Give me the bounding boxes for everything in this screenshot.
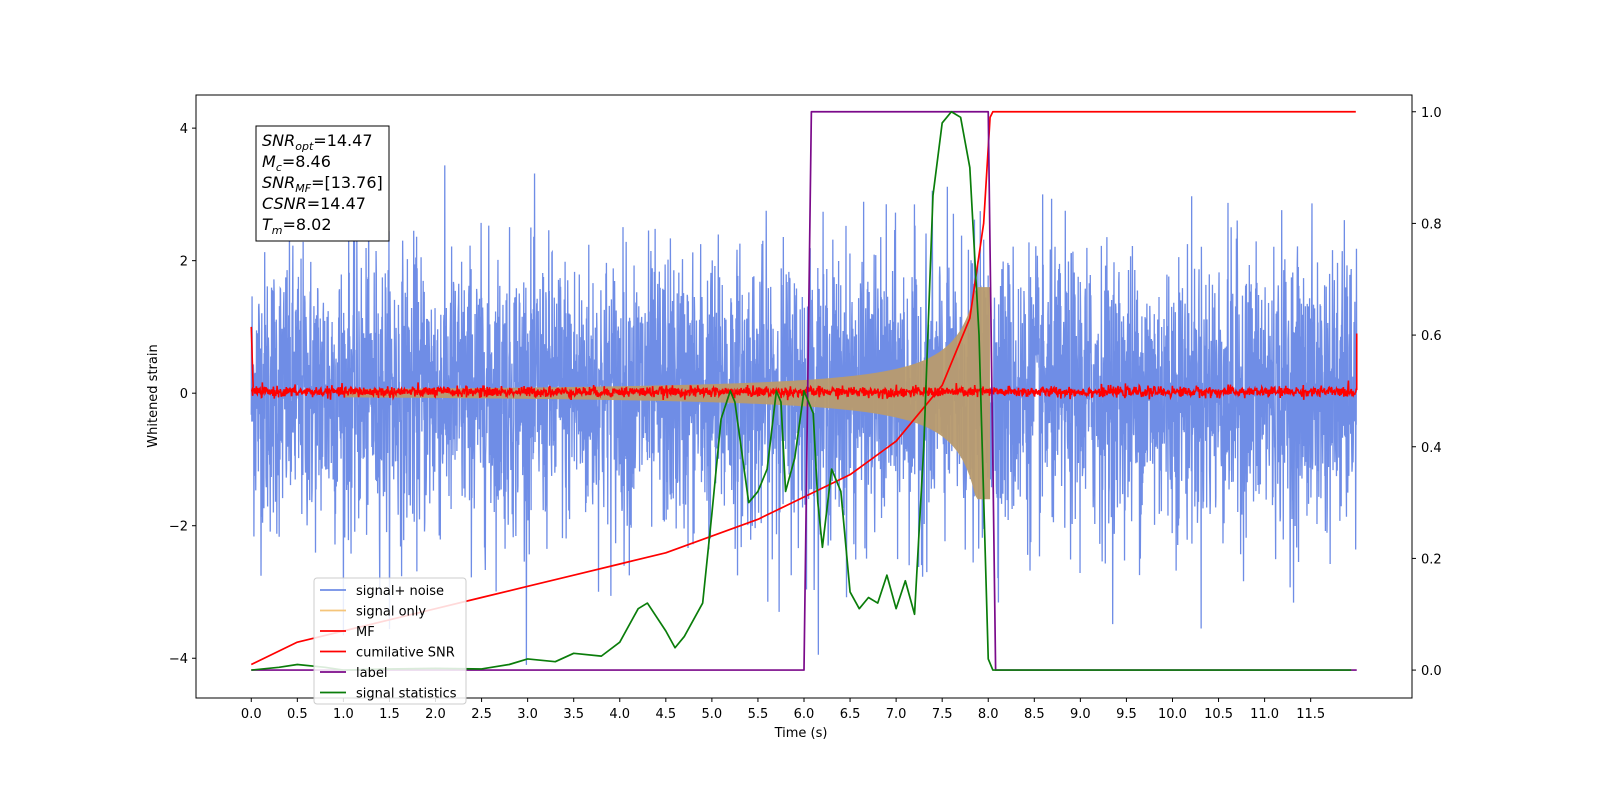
annotation-line: Tm=8.02	[262, 215, 332, 237]
y-axis-left: 4 2 0 −2 −4	[169, 122, 196, 667]
y-axis-label: Whitened strain	[146, 344, 161, 447]
x-tick-label: 10.0	[1158, 707, 1187, 722]
x-axis-label: Time (s)	[774, 726, 828, 741]
annotation-box: SNRopt=14.47Mc=8.46SNRMF=[13.76]CSNR=14.…	[255, 125, 390, 242]
legend-label: signal+ noise	[356, 584, 444, 599]
x-tick-label: 6.0	[794, 707, 815, 722]
x-tick-label: 9.5	[1116, 707, 1137, 722]
x-tick-label: 3.0	[517, 707, 538, 722]
y2-tick-label: 0.4	[1421, 441, 1442, 456]
annotation-line: SNRMF=[13.76]	[262, 173, 383, 195]
legend-frame	[313, 577, 467, 705]
x-tick-label: 0.0	[241, 707, 262, 722]
x-tick-label: 5.0	[702, 707, 723, 722]
annotation-line: CSNR=14.47	[262, 194, 366, 213]
y-axis-right: 1.0 0.8 0.6 0.4 0.2 0.0	[1412, 106, 1442, 679]
x-tick-label: 5.5	[748, 707, 769, 722]
x-axis: 0.0 0.5 1.0 1.5 2.0 2.5 3.0 3.5 4.0 4.5 5.0 5.5 6.0 6…	[241, 698, 1325, 722]
annotation-frame	[255, 125, 390, 242]
legend-label: cumilative SNR	[356, 646, 455, 661]
x-tick-label: 8.5	[1024, 707, 1045, 722]
x-tick-label: 1.0	[333, 707, 354, 722]
x-tick-label: 0.5	[287, 707, 308, 722]
legend-label: signal statistics	[356, 687, 457, 702]
x-tick-label: 2.0	[425, 707, 446, 722]
legend: signal+ noise signal only MF cumilative SNR…	[313, 577, 467, 705]
x-tick-label: 4.5	[655, 707, 676, 722]
signal-statistics-line	[251, 110, 1352, 671]
x-tick-label: 11.5	[1296, 707, 1325, 722]
y-tick-label: −2	[169, 520, 188, 535]
annotation-line: SNRopt=14.47	[262, 131, 373, 153]
x-tick-label: 6.5	[840, 707, 861, 722]
x-tick-label: 11.0	[1250, 707, 1279, 722]
legend-label: signal only	[356, 605, 426, 620]
x-tick-label: 7.0	[886, 707, 907, 722]
y-tick-label: 4	[180, 122, 188, 137]
x-tick-label: 3.5	[563, 707, 584, 722]
y2-tick-label: 0.0	[1421, 664, 1442, 679]
x-tick-label: 9.0	[1070, 707, 1091, 722]
legend-label: MF	[356, 625, 375, 640]
legend-label: label	[356, 666, 387, 681]
y-tick-label: 0	[180, 387, 188, 402]
y2-tick-label: 0.6	[1421, 329, 1442, 344]
x-tick-label: 2.5	[471, 707, 492, 722]
y2-tick-label: 1.0	[1421, 106, 1442, 121]
y-tick-label: −4	[169, 652, 188, 667]
x-tick-label: 8.0	[978, 707, 999, 722]
annotation-line: Mc=8.46	[262, 152, 331, 174]
x-tick-label: 1.5	[379, 707, 400, 722]
x-tick-label: 4.0	[609, 707, 630, 722]
y-tick-label: 2	[180, 255, 188, 270]
y2-tick-label: 0.8	[1421, 217, 1442, 232]
x-tick-label: 7.5	[932, 707, 953, 722]
y2-tick-label: 0.2	[1421, 552, 1442, 567]
x-tick-label: 10.5	[1204, 707, 1233, 722]
